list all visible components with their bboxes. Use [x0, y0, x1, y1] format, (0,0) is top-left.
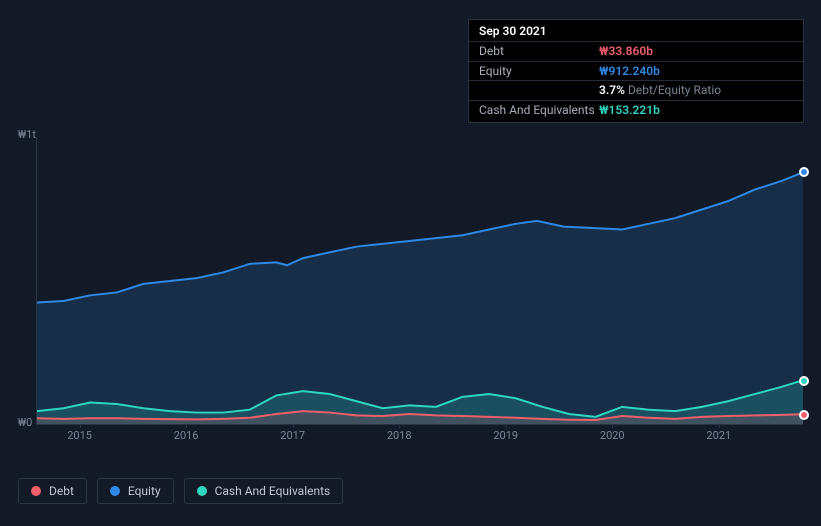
tooltip-row-value: ₩153.221b: [599, 102, 660, 119]
legend-label: Cash And Equivalents: [215, 484, 331, 498]
tooltip-row: Equity₩912.240b: [469, 62, 803, 82]
series-end-marker: [799, 376, 809, 386]
legend-label: Equity: [128, 484, 161, 498]
x-tick-label: 2018: [387, 429, 412, 442]
legend-item[interactable]: Debt: [18, 478, 87, 504]
y-tick-bottom: ₩0: [18, 416, 32, 429]
chart-legend: Debt Equity Cash And Equivalents: [18, 478, 343, 504]
chart-wrap: ₩1t ₩0 2015201620172018201920202021: [18, 120, 803, 445]
series-end-marker: [799, 410, 809, 420]
chart-tooltip: Sep 30 2021Debt₩33.860bEquity₩912.240b3.…: [468, 19, 804, 123]
legend-dot: [31, 486, 41, 496]
x-tick-label: 2017: [280, 429, 305, 442]
legend-dot: [110, 486, 120, 496]
x-tick-label: 2016: [174, 429, 199, 442]
legend-label: Debt: [49, 484, 74, 498]
chart-plot-area: 2015201620172018201920202021: [36, 138, 803, 425]
tooltip-date: Sep 30 2021: [469, 22, 803, 42]
x-tick-label: 2015: [67, 429, 92, 442]
chart-svg: [37, 138, 803, 424]
tooltip-row-label: Cash And Equivalents: [479, 102, 599, 119]
tooltip-row: Cash And Equivalents₩153.221b: [469, 101, 803, 120]
tooltip-row-label: [479, 82, 599, 99]
x-tick-label: 2019: [493, 429, 518, 442]
x-tick-label: 2020: [600, 429, 625, 442]
x-tick-label: 2021: [706, 429, 731, 442]
tooltip-row-value: ₩33.860b: [599, 43, 653, 60]
legend-dot: [197, 486, 207, 496]
tooltip-row: Debt₩33.860b: [469, 42, 803, 62]
tooltip-row-value: 3.7% Debt/Equity Ratio: [599, 82, 721, 99]
legend-item[interactable]: Cash And Equivalents: [184, 478, 344, 504]
tooltip-row-label: Debt: [479, 43, 599, 60]
tooltip-row: 3.7% Debt/Equity Ratio: [469, 81, 803, 101]
tooltip-row-label: Equity: [479, 63, 599, 80]
series-end-marker: [799, 167, 809, 177]
legend-item[interactable]: Equity: [97, 478, 174, 504]
y-tick-top: ₩1t: [18, 128, 36, 141]
tooltip-row-value: ₩912.240b: [599, 63, 660, 80]
